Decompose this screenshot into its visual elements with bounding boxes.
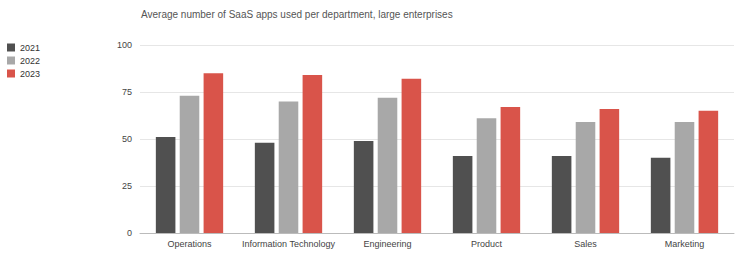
svg-text:2022: 2022 (20, 56, 40, 66)
svg-text:Information Technology: Information Technology (242, 239, 335, 249)
svg-text:75: 75 (122, 87, 132, 97)
svg-text:2021: 2021 (20, 43, 40, 53)
svg-text:2023: 2023 (20, 69, 40, 79)
svg-text:25: 25 (122, 181, 132, 191)
svg-text:100: 100 (117, 40, 132, 50)
svg-text:Sales: Sales (574, 239, 597, 249)
svg-text:Marketing: Marketing (665, 239, 705, 249)
svg-text:Product: Product (471, 239, 503, 249)
svg-text:50: 50 (122, 134, 132, 144)
svg-text:Average number of SaaS apps us: Average number of SaaS apps used per dep… (141, 9, 453, 20)
svg-text:0: 0 (127, 228, 132, 238)
svg-text:Operations: Operations (167, 239, 212, 249)
svg-text:Engineering: Engineering (363, 239, 411, 249)
